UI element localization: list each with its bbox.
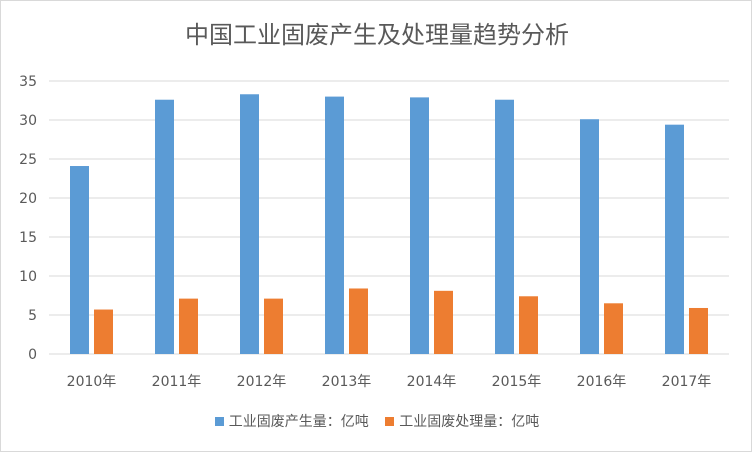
legend-item-generated: 工业固废产生量：亿吨 xyxy=(214,411,369,431)
chart-title: 中国工业固废产生及处理量趋势分析 xyxy=(185,21,569,49)
legend-label: 工业固废产生量：亿吨 xyxy=(228,414,369,430)
bar-treated xyxy=(264,298,283,354)
bar-generated xyxy=(410,97,429,354)
bar-treated xyxy=(434,290,453,354)
legend-swatch xyxy=(385,416,395,426)
x-tick-label: 2013年 xyxy=(322,374,372,390)
x-tick-label: 2011年 xyxy=(152,374,202,390)
x-tick-label: 2016年 xyxy=(577,374,627,390)
legend-item-treated: 工业固废处理量：亿吨 xyxy=(385,411,539,431)
x-tick-label: 2012年 xyxy=(237,374,287,390)
x-tick-label: 2015年 xyxy=(492,374,542,390)
bar-treated xyxy=(519,296,538,354)
x-tick-label: 2017年 xyxy=(662,374,712,390)
legend: 工业固废产生量：亿吨 工业固废处理量：亿吨 xyxy=(1,411,751,431)
legend-swatch xyxy=(214,416,224,426)
bar-generated xyxy=(580,119,599,354)
x-tick-label: 2010年 xyxy=(67,374,117,390)
y-tick-label: 20 xyxy=(19,191,37,207)
bar-generated xyxy=(155,99,174,354)
bar-treated xyxy=(349,288,368,354)
y-tick-label: 15 xyxy=(19,230,37,246)
y-tick-label: 35 xyxy=(19,74,37,90)
y-tick-label: 5 xyxy=(28,308,37,324)
bar-generated xyxy=(240,94,259,354)
bar-treated xyxy=(94,309,113,354)
bar-generated xyxy=(70,166,89,354)
x-tick-label: 2014年 xyxy=(407,374,457,390)
bar-treated xyxy=(604,303,623,354)
legend-label: 工业固废处理量：亿吨 xyxy=(399,414,540,430)
y-tick-label: 25 xyxy=(19,152,37,168)
y-tick-label: 0 xyxy=(28,347,37,363)
y-tick-label: 10 xyxy=(19,269,37,285)
bar-treated xyxy=(179,298,198,354)
bar-generated xyxy=(665,124,684,355)
bar-generated xyxy=(325,96,344,354)
y-tick-label: 30 xyxy=(19,113,37,129)
bar-generated xyxy=(495,99,514,354)
bar-treated xyxy=(689,307,708,354)
